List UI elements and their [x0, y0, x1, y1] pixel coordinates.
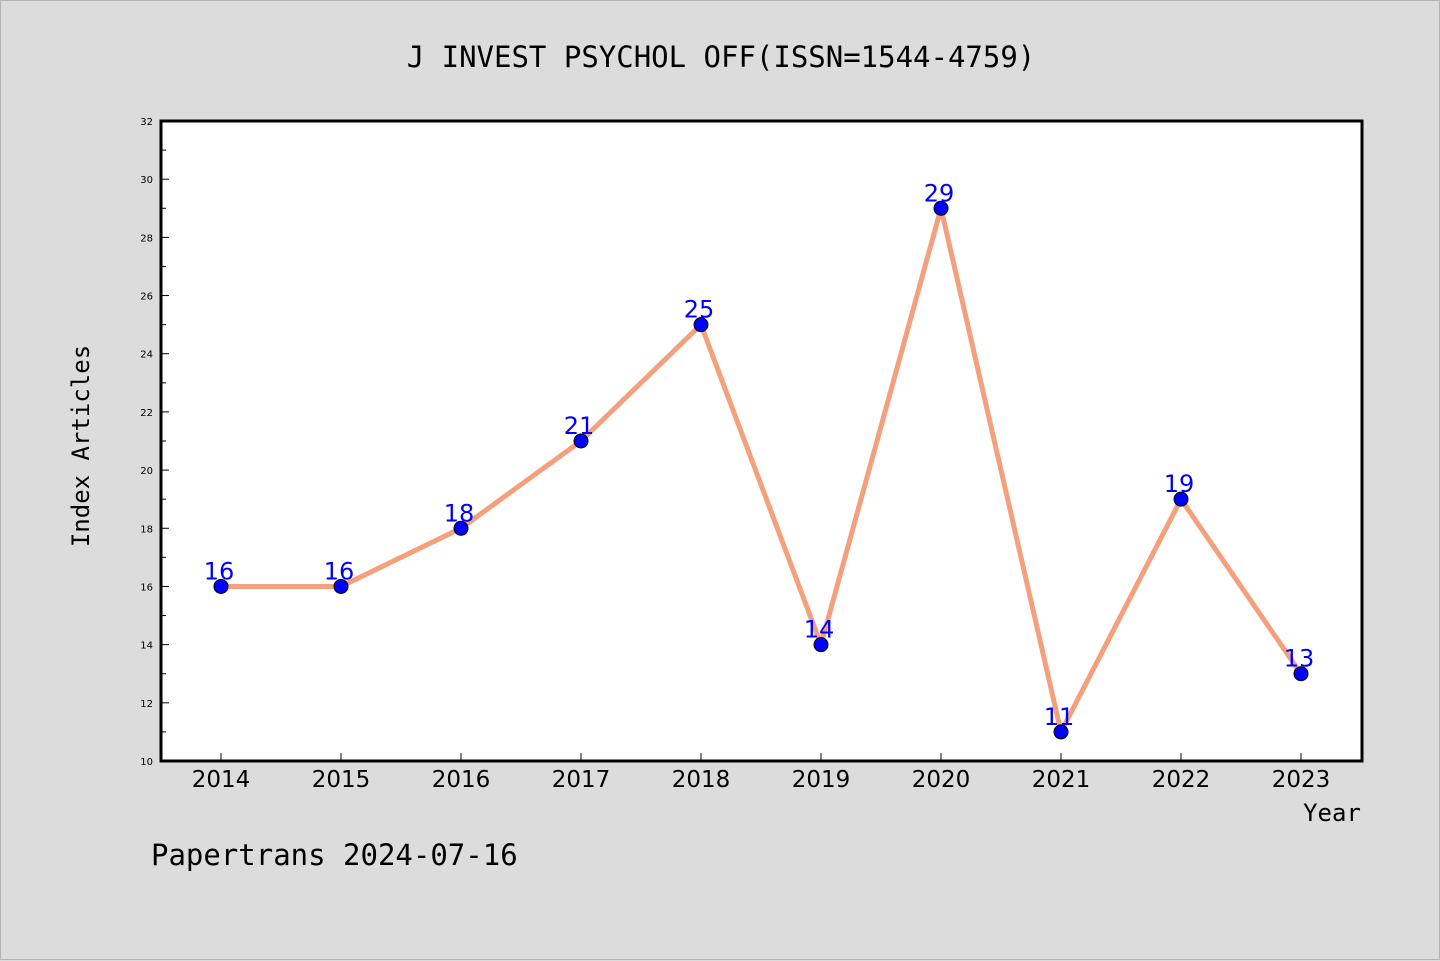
data-point: [333, 578, 349, 594]
data-label: 29: [924, 179, 955, 207]
data-point: [1053, 724, 1069, 740]
series-line-group: [218, 205, 1304, 735]
y-tick-label: 10: [140, 757, 153, 768]
data-label: 18: [444, 499, 475, 527]
plot-area: [161, 121, 1362, 761]
y-tick-label: 20: [140, 466, 153, 477]
y-tick-label: 28: [140, 233, 153, 244]
x-tick-label: 2016: [432, 767, 491, 793]
y-tick-label: 24: [140, 350, 153, 361]
plot-border: [159, 119, 1364, 763]
data-point: [213, 578, 229, 594]
x-tick-label: 2014: [192, 767, 251, 793]
x-tick-label: 2015: [312, 767, 371, 793]
data-label: 13: [1284, 645, 1315, 673]
data-label: 16: [324, 557, 355, 585]
data-point: [1293, 666, 1309, 682]
data-point: [573, 433, 589, 449]
data-point: [1173, 491, 1189, 507]
y-tick-label: 14: [140, 641, 153, 652]
x-axis-ticks: 2014 2015 2016 2017 2018 2019 2020 2021 2022 2023: [192, 753, 1331, 793]
data-label: 11: [1044, 703, 1075, 731]
y-tick-label: 16: [140, 582, 153, 593]
y-tick-label: 26: [140, 292, 153, 303]
data-markers: [213, 200, 1309, 740]
x-tick-label: 2023: [1272, 767, 1331, 793]
y-tick-label: 30: [140, 175, 153, 186]
y-tick-label: 32: [140, 117, 153, 128]
data-label: 16: [204, 557, 235, 585]
data-point: [693, 317, 709, 333]
y-tick-label: 18: [140, 524, 153, 535]
data-point: [453, 520, 469, 536]
series-line: [218, 205, 1304, 735]
x-tick-label: 2021: [1032, 767, 1091, 793]
data-label: 21: [564, 412, 595, 440]
x-tick-label: 2020: [912, 767, 971, 793]
data-label: 19: [1164, 470, 1195, 498]
x-tick-label: 2022: [1152, 767, 1211, 793]
x-tick-label: 2018: [672, 767, 731, 793]
y-tick-label: 12: [140, 699, 153, 710]
x-tick-label: 2017: [552, 767, 611, 793]
data-point: [933, 200, 949, 216]
data-label: 14: [804, 616, 835, 644]
chart-title: J INVEST PSYCHOL OFF(ISSN=1544-4759): [407, 40, 1036, 74]
y-axis-ticks: 10 12 14 16 18 20 22 24 26 28 30 32: [140, 117, 169, 768]
y-tick-label: 22: [140, 408, 153, 419]
data-label: 25: [684, 296, 715, 324]
data-point: [813, 637, 829, 653]
data-labels: 16 16 18 21 25 14 29 11 19 13: [204, 179, 1315, 731]
x-axis-label: Year: [1303, 799, 1361, 827]
y-axis-label: Index Articles: [67, 345, 95, 547]
x-tick-label: 2019: [792, 767, 851, 793]
footer-credit: Papertrans 2024-07-16: [151, 838, 518, 872]
